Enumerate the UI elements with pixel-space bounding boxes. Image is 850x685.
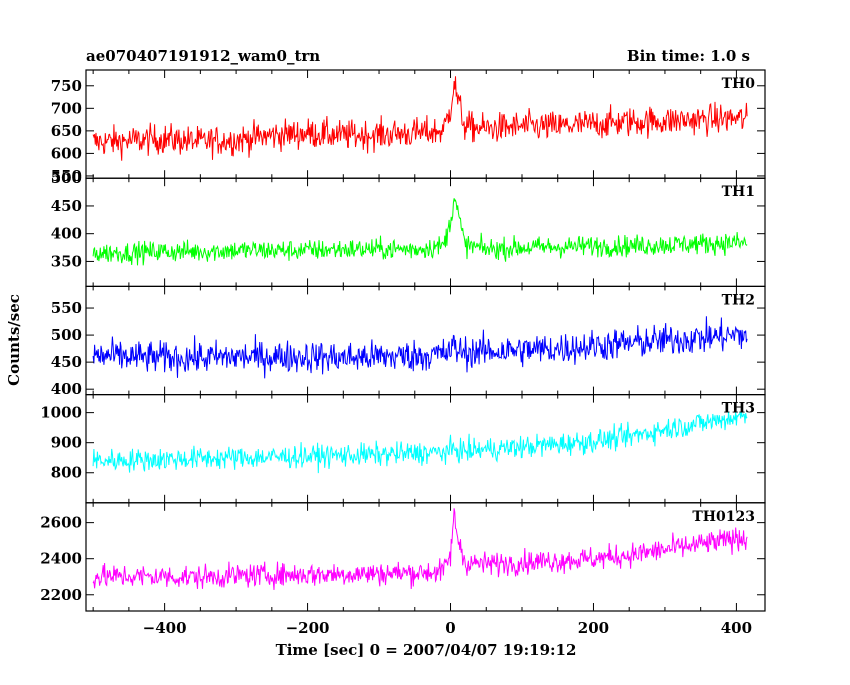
x-tick-label: 200 [578, 619, 609, 637]
y-tick-label: 550 [51, 167, 82, 185]
y-tick-label: 400 [51, 225, 82, 243]
y-tick-label: 2400 [40, 550, 82, 568]
y-tick-label: 1000 [40, 404, 82, 422]
panel-label-th3: TH3 [722, 401, 755, 417]
y-tick-label: 350 [51, 252, 82, 270]
x-tick-label: −200 [286, 619, 330, 637]
y-tick-label: 450 [51, 197, 82, 215]
series-line-th1 [92, 198, 748, 266]
y-tick-label: 600 [51, 144, 82, 162]
chart-title: ae070407191912_wam0_trn [86, 47, 320, 65]
y-tick-label: 550 [51, 299, 82, 317]
panels-group: 550 600 650 700 750 TH0 350 400 450 500 TH1 400 450 5… [40, 69, 766, 637]
y-tick-label: 800 [51, 464, 82, 482]
y-tick-label: 2600 [40, 514, 82, 532]
panel-label-th2: TH2 [722, 292, 755, 308]
y-tick-label: 650 [51, 122, 82, 140]
panel-frame [85, 177, 766, 287]
series-line-th0123 [92, 508, 748, 590]
series-line-th3 [92, 410, 748, 474]
y-tick-label: 450 [51, 353, 82, 371]
panel-th0: 550 600 650 700 750 TH0 [51, 69, 766, 185]
y-tick-label: 500 [51, 326, 82, 344]
panel-th0123: 2200 2400 2600 TH0123 [40, 502, 766, 612]
y-tick-label: 750 [51, 77, 82, 95]
y-axis-label: Counts/sec [5, 294, 23, 386]
x-tick-label: 400 [721, 619, 752, 637]
x-tick-label: 0 [445, 619, 455, 637]
series-line-th2 [92, 316, 748, 379]
panel-label-th0123: TH0123 [692, 509, 755, 525]
y-tick-label: 400 [51, 380, 82, 398]
x-tick-label: −400 [143, 619, 187, 637]
panel-label-th0: TH0 [722, 76, 756, 92]
y-tick-label: 900 [51, 434, 82, 452]
y-tick-label: 700 [51, 99, 82, 117]
panel-th1: 350 400 450 500 TH1 [51, 169, 766, 287]
x-axis-label: Time [sec] 0 = 2007/04/07 19:19:12 [276, 641, 577, 659]
series-line-th0 [92, 76, 748, 161]
y-tick-label: 2200 [40, 586, 82, 604]
y-tick-label: 500 [51, 169, 82, 187]
panel-frame [85, 502, 766, 612]
panel-th2: 400 450 500 550 TH2 [51, 285, 766, 398]
bin-time-label: Bin time: 1.0 s [627, 47, 750, 65]
panel-th3: 800 900 1000 TH3 [40, 394, 766, 504]
panel-label-th1: TH1 [722, 184, 755, 200]
